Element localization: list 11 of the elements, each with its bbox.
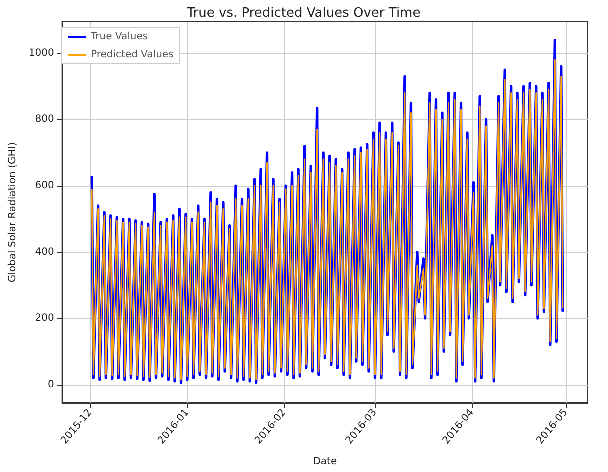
x-axis-title: Date bbox=[313, 456, 338, 468]
chart-title: True vs. Predicted Values Over Time bbox=[186, 6, 421, 21]
y-tick-label: 600 bbox=[35, 180, 54, 192]
y-tick-label: 200 bbox=[35, 313, 54, 324]
y-tick-label: 0 bbox=[48, 379, 54, 390]
y-tick-label: 1000 bbox=[28, 48, 54, 59]
y-axis-title: Global Solar Radiation (GHI) bbox=[8, 142, 18, 283]
y-tick-label: 800 bbox=[35, 114, 54, 126]
legend-label: Predicted Values bbox=[91, 50, 174, 60]
y-tick-label: 400 bbox=[35, 246, 54, 258]
legend-label: True Values bbox=[90, 32, 148, 42]
